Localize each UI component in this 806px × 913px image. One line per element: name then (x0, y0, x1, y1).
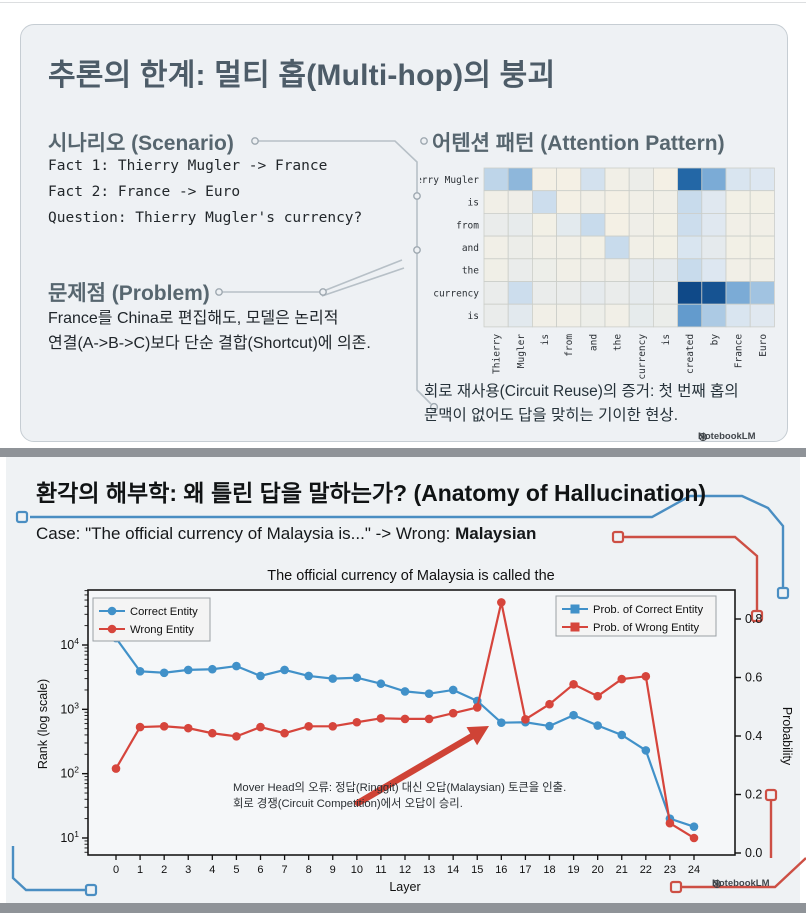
case-prefix: Case: "The official currency of Malaysia… (36, 524, 456, 543)
scenario-question: Question: Thierry Mugler's currency? (48, 210, 363, 226)
scenario-heading: 시나리오 (Scenario) (48, 132, 234, 155)
top-divider (0, 2, 806, 3)
scenario-fact-1: Fact 1: Thierry Mugler -> France (48, 158, 328, 174)
slide1-title: 추론의 한계: 멀티 홉(Multi-hop)의 붕괴 (48, 59, 556, 92)
bottom-bar (0, 903, 806, 913)
case-wrong-answer: Malaysian (455, 524, 537, 543)
heatmap-caption-line1: 회로 재사용(Circuit Reuse)의 증거: 첫 번째 홉의 (424, 383, 739, 400)
scenario-fact-2: Fact 2: France -> Euro (48, 184, 241, 200)
attention-heading: 어텐션 패턴 (Attention Pattern) (432, 132, 725, 155)
problem-body-line2: 연결(A->B->C)보다 단순 결합(Shortcut)에 의존. (48, 335, 371, 352)
problem-heading: 문제점 (Problem) (48, 282, 210, 305)
slide-separator (0, 448, 806, 457)
notebooklm-brand: NotebookLM (712, 878, 770, 889)
notebooklm-brand: NotebookLM (698, 431, 756, 442)
problem-body-line1: France를 China로 편집해도, 모델은 논리적 (48, 310, 339, 327)
case-line: Case: "The official currency of Malaysia… (36, 524, 736, 544)
slide2-title: 환각의 해부학: 왜 틀린 답을 말하는가? (Anatomy of Hallu… (36, 480, 707, 506)
heatmap-caption-line2: 문맥이 없어도 답을 맞히는 기이한 현상. (424, 407, 678, 424)
brand-label: NotebookLM (698, 431, 756, 442)
brand-label: NotebookLM (712, 878, 770, 889)
